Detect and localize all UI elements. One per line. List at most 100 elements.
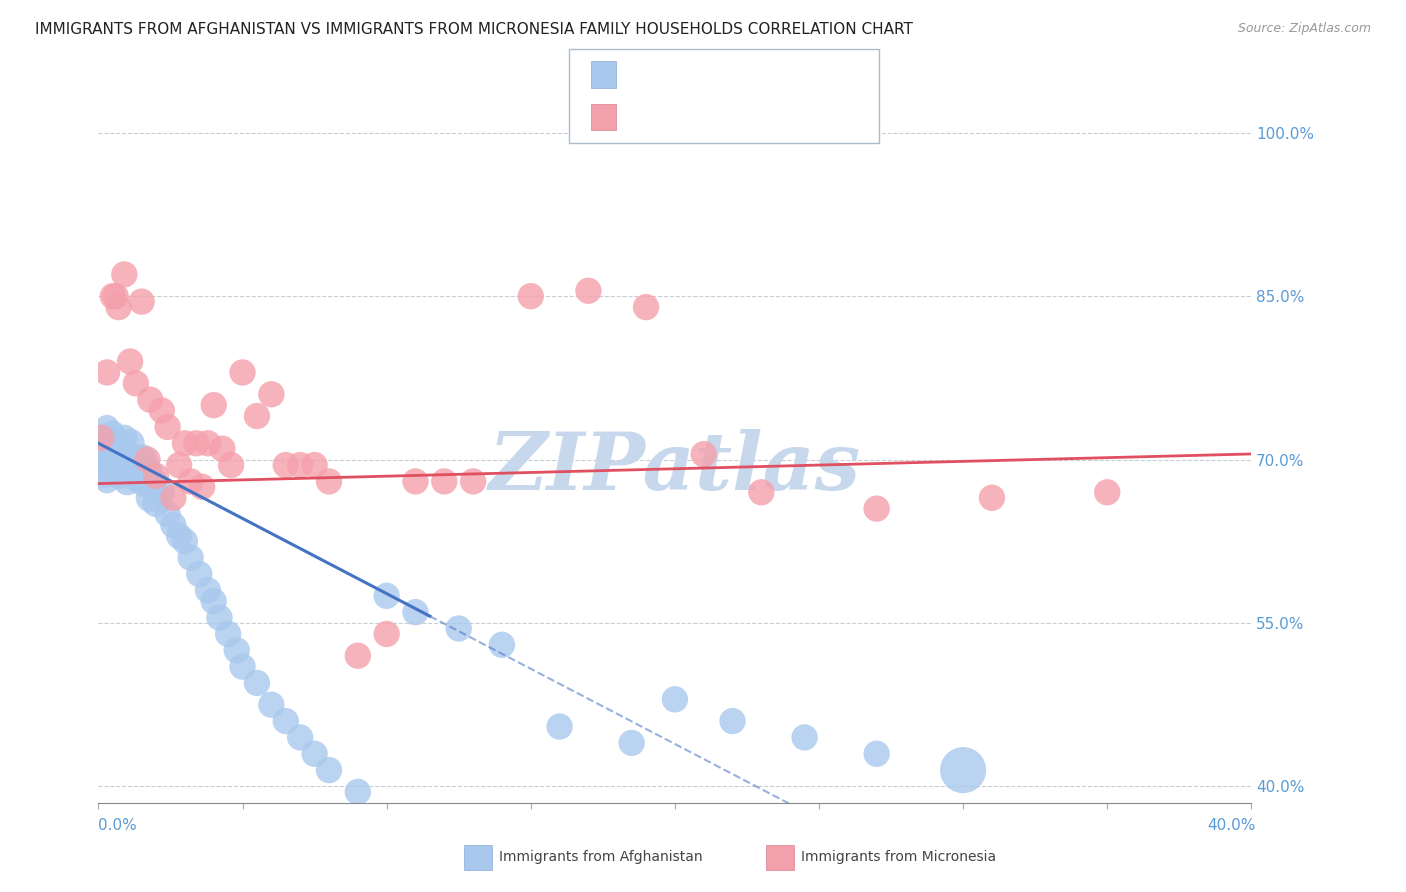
Point (96, 475, 118, 489)
Point (693, 447, 716, 461)
Point (231, 366, 254, 380)
Point (150, 485, 173, 500)
Point (93, 431, 115, 445)
Point (274, 458, 297, 472)
Text: 67: 67 (766, 67, 787, 82)
Point (101, 452, 124, 467)
Point (131, 452, 153, 467)
Point (180, 475, 202, 489)
Point (1097, 485, 1119, 500)
Point (664, 692, 686, 706)
Point (211, 442, 233, 456)
Point (197, 583, 219, 598)
Point (94, 436, 117, 450)
Point (318, 475, 340, 489)
Text: N =: N = (728, 110, 762, 125)
Point (260, 387, 283, 401)
Point (91, 452, 114, 467)
Point (112, 431, 135, 445)
Point (793, 731, 815, 745)
Point (219, 458, 242, 472)
Point (866, 501, 889, 516)
Text: R =: R = (627, 67, 661, 82)
Point (636, 300, 658, 314)
Point (620, 736, 643, 750)
Point (97, 452, 120, 467)
Point (191, 480, 214, 494)
Point (90, 431, 112, 445)
Point (433, 475, 456, 489)
Point (142, 475, 165, 489)
Point (139, 491, 162, 505)
Point (104, 463, 127, 477)
Point (186, 436, 208, 450)
Text: R =: R = (627, 110, 661, 125)
Point (101, 289, 124, 303)
Point (981, 491, 1004, 505)
Point (145, 469, 167, 483)
Point (208, 610, 231, 624)
Point (197, 436, 219, 450)
Point (162, 518, 184, 533)
Point (578, 284, 600, 298)
Point (134, 475, 156, 489)
Point (260, 698, 283, 712)
Point (125, 376, 148, 391)
Point (202, 594, 225, 608)
Point (101, 425, 124, 440)
Point (318, 763, 340, 777)
Point (405, 605, 427, 619)
Point (125, 469, 148, 483)
Point (100, 442, 122, 456)
Point (94, 447, 117, 461)
Point (231, 659, 254, 673)
Point (136, 463, 159, 477)
Point (167, 458, 190, 472)
Point (156, 507, 179, 521)
Point (98, 436, 121, 450)
Point (225, 643, 247, 657)
Text: IMMIGRANTS FROM AFGHANISTAN VS IMMIGRANTS FROM MICRONESIA FAMILY HOUSEHOLDS CORR: IMMIGRANTS FROM AFGHANISTAN VS IMMIGRANT… (35, 22, 912, 37)
Point (346, 648, 368, 663)
Point (188, 567, 211, 582)
Text: ZIPatlas: ZIPatlas (489, 429, 860, 506)
Point (104, 431, 127, 445)
Point (107, 452, 129, 467)
Point (104, 289, 127, 303)
Point (117, 447, 139, 461)
Point (375, 589, 398, 603)
Point (91, 442, 114, 456)
Point (120, 354, 142, 368)
Point (96, 420, 118, 434)
Point (180, 550, 202, 565)
Text: 44: 44 (766, 110, 787, 125)
Point (107, 469, 129, 483)
Point (107, 300, 129, 314)
Text: Immigrants from Micronesia: Immigrants from Micronesia (801, 850, 997, 864)
Point (246, 409, 269, 423)
Point (751, 485, 773, 500)
Point (290, 731, 312, 745)
Text: 40.0%: 40.0% (1208, 818, 1256, 832)
Point (150, 403, 173, 417)
Point (117, 475, 139, 489)
Point (721, 714, 744, 728)
Point (217, 627, 239, 641)
Point (174, 534, 197, 549)
Point (90, 458, 112, 472)
Point (145, 496, 167, 510)
Point (120, 436, 142, 450)
Point (866, 747, 889, 761)
Point (290, 458, 312, 472)
Point (112, 268, 135, 282)
Point (122, 452, 145, 467)
Point (120, 463, 142, 477)
Point (346, 785, 368, 799)
Point (167, 529, 190, 543)
Text: -0.331: -0.331 (668, 67, 723, 82)
Point (174, 436, 197, 450)
Point (491, 638, 513, 652)
Text: 0.037: 0.037 (668, 110, 716, 125)
Point (304, 747, 326, 761)
Point (136, 452, 159, 467)
